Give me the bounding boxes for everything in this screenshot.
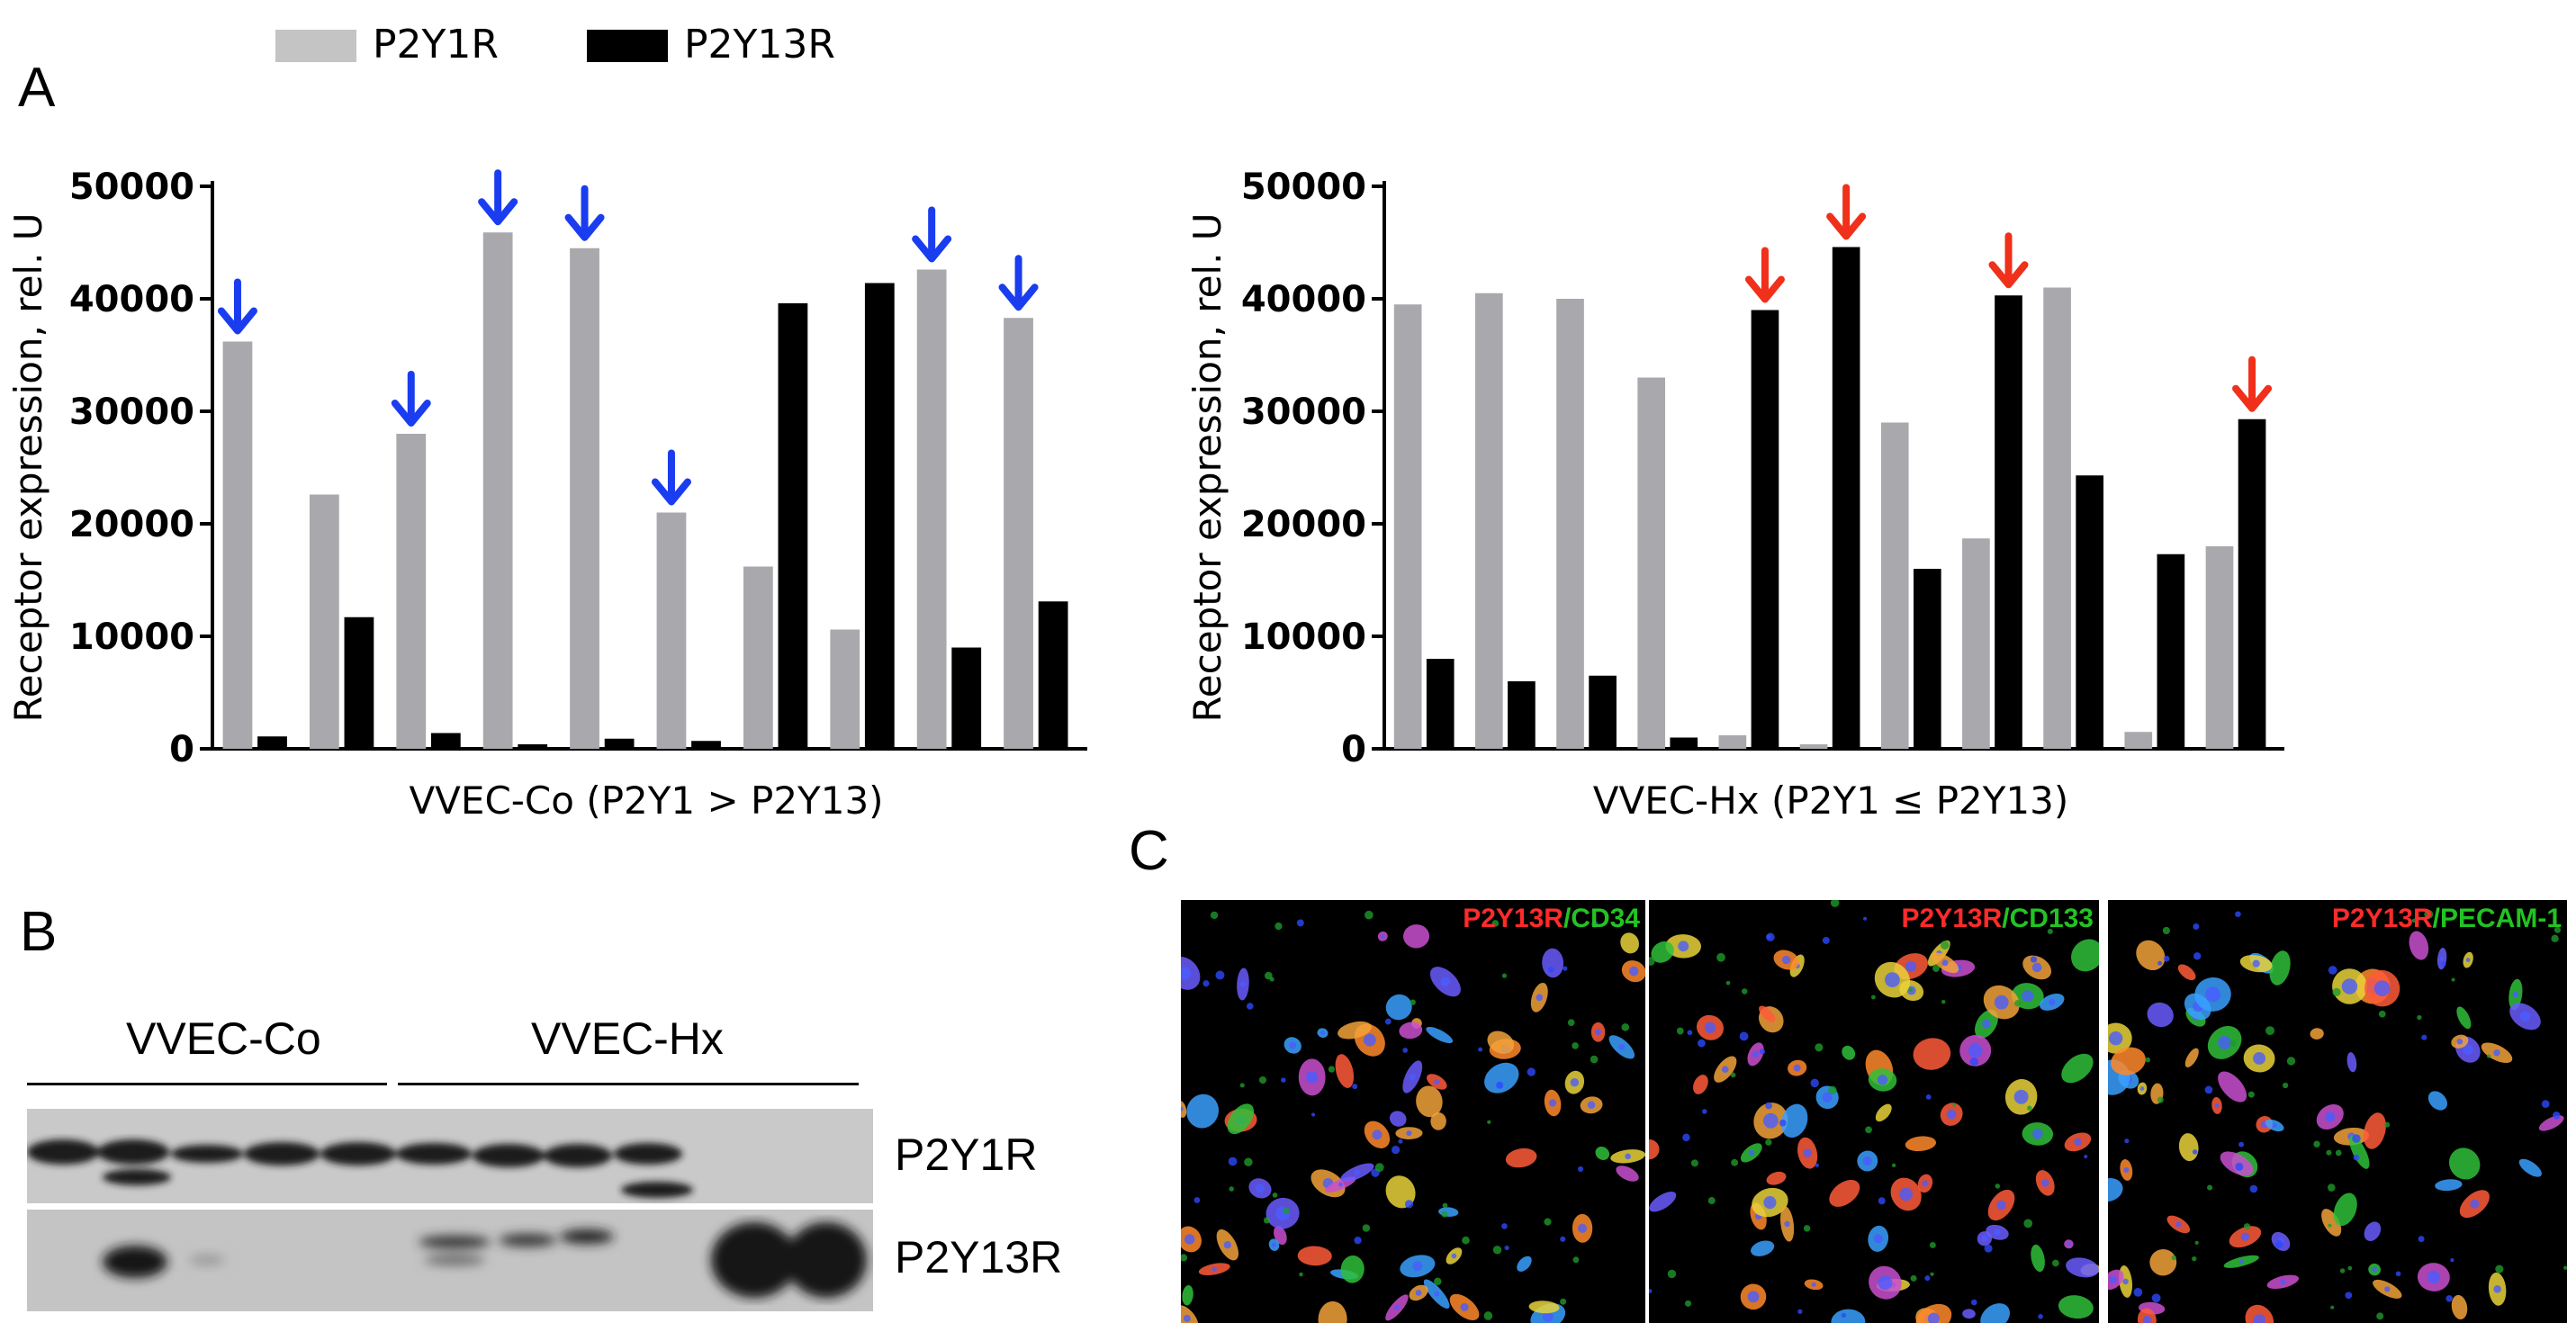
- legend-label-p2y1r: P2Y1R: [373, 22, 499, 68]
- y-tick-label: 40000: [69, 279, 194, 320]
- wb-group-vvec-hx: VVEC-Hx: [531, 1013, 724, 1064]
- bar-p2y13r: [691, 741, 721, 749]
- bar-p2y13r: [344, 616, 374, 749]
- y-tick-label: 20000: [1241, 504, 1366, 545]
- wb-blot-image: [27, 1109, 873, 1311]
- bar-p2y1r: [570, 248, 599, 749]
- arrow-marker: [564, 184, 605, 241]
- bar-p2y13r: [864, 283, 895, 749]
- bar-p2y13r: [604, 738, 635, 749]
- wb-row-p2y13r: P2Y13R: [895, 1232, 1063, 1282]
- bar-p2y13r: [1832, 247, 1860, 749]
- y-tick-label: 0: [1341, 729, 1366, 770]
- bar-p2y13r: [1670, 737, 1698, 749]
- bar-p2y13r: [1751, 310, 1779, 749]
- wb-row-p2y1r: P2Y1R: [895, 1130, 1038, 1180]
- bar-p2y1r: [2124, 732, 2153, 749]
- y-axis-label: Receptor expression, rel. U: [6, 212, 50, 722]
- y-tick-label: 40000: [1241, 279, 1366, 320]
- y-tick-label: 0: [169, 729, 194, 770]
- bar-p2y1r: [1393, 304, 1422, 749]
- bar-p2y1r: [1556, 299, 1584, 749]
- bar-p2y1r: [830, 629, 860, 749]
- bar-p2y1r: [1962, 538, 1990, 749]
- panel-label-b: B: [20, 901, 58, 963]
- micro-label-cd34: P2Y13R/CD34: [1463, 904, 1640, 933]
- y-tick-label: 20000: [69, 504, 194, 545]
- y-tick-label: 30000: [1241, 392, 1366, 433]
- chart-vvec-hx: 0 10000 20000 30000 40000 50000 Receptor expre…: [1185, 166, 2284, 823]
- bar-p2y13r: [2157, 554, 2185, 749]
- bar-p2y13r: [1589, 675, 1617, 749]
- arrow-marker: [217, 278, 257, 335]
- bar-p2y13r: [1508, 681, 1536, 749]
- bar-p2y1r: [2043, 287, 2071, 749]
- wb-group-line-hx: [398, 1083, 859, 1085]
- y-tick-label: 50000: [69, 166, 194, 208]
- micro-label-cd133: P2Y13R/CD133: [1901, 904, 2094, 933]
- bar-p2y13r: [430, 733, 461, 749]
- bar-p2y13r: [1038, 601, 1068, 749]
- legend-swatch-p2y13r: [587, 30, 668, 62]
- arrow-marker: [1988, 232, 2029, 289]
- bar-p2y1r: [2205, 546, 2234, 749]
- arrow-marker: [998, 255, 1039, 311]
- micro-panel-cd34: P2Y13R/CD34: [1181, 900, 1645, 1323]
- x-axis-label: VVEC-Hx (P2Y1 ≤ P2Y13): [1593, 778, 2069, 823]
- arrow-marker: [1826, 184, 1867, 240]
- x-axis-label: VVEC-Co (P2Y1 > P2Y13): [409, 778, 883, 823]
- arrow-marker: [912, 206, 952, 263]
- bar-p2y13r: [778, 303, 808, 749]
- bar-p2y1r: [1637, 377, 1666, 749]
- bar-p2y1r: [482, 232, 513, 749]
- arrow-marker: [2232, 356, 2273, 412]
- wb-group-vvec-co: VVEC-Co: [126, 1013, 321, 1064]
- wb-group-line-co: [27, 1083, 387, 1085]
- arrow-marker: [391, 371, 431, 427]
- bar-p2y1r: [222, 341, 253, 749]
- y-tick-label: 10000: [69, 616, 194, 658]
- bar-p2y1r: [1799, 744, 1828, 749]
- legend-swatch-p2y1r: [275, 30, 356, 62]
- y-tick-label: 30000: [69, 392, 194, 433]
- bar-p2y13r: [518, 744, 548, 749]
- bar-p2y1r: [309, 494, 339, 749]
- arrow-marker: [651, 449, 691, 506]
- legend-label-p2y13r: P2Y13R: [684, 22, 835, 68]
- bar-p2y13r: [1913, 569, 1941, 749]
- micro-panel-cd133: P2Y13R/CD133: [1649, 900, 2099, 1323]
- bar-p2y13r: [257, 736, 287, 749]
- bar-p2y1r: [656, 512, 687, 749]
- arrow-marker: [1744, 247, 1785, 303]
- bar-p2y1r: [1718, 735, 1747, 749]
- bar-p2y1r: [1880, 422, 1909, 749]
- y-tick-label: 10000: [1241, 616, 1366, 658]
- panel-label-a: A: [18, 57, 56, 119]
- bar-p2y1r: [396, 434, 427, 749]
- bar-p2y1r: [743, 566, 773, 749]
- bar-p2y13r: [2076, 475, 2104, 749]
- bar-p2y13r: [1995, 295, 2022, 749]
- panel-label-c: C: [1129, 820, 1169, 882]
- bar-p2y13r: [951, 647, 982, 749]
- arrow-marker: [478, 169, 518, 226]
- chart-vvec-co: 0 10000 20000 30000 40000 50000 Receptor expre…: [6, 166, 1087, 823]
- bar-p2y13r: [1426, 659, 1455, 749]
- y-axis-label: Receptor expression, rel. U: [1185, 212, 1229, 722]
- bar-p2y1r: [916, 269, 947, 749]
- bar-p2y1r: [1475, 292, 1503, 749]
- y-tick-label: 50000: [1241, 166, 1366, 208]
- micro-label-pecam1: P2Y13R/PECAM-1: [2331, 904, 2562, 933]
- bar-p2y1r: [1004, 318, 1033, 749]
- bar-p2y13r: [2238, 418, 2266, 749]
- micro-panel-pecam1: P2Y13R/PECAM-1: [2108, 900, 2567, 1323]
